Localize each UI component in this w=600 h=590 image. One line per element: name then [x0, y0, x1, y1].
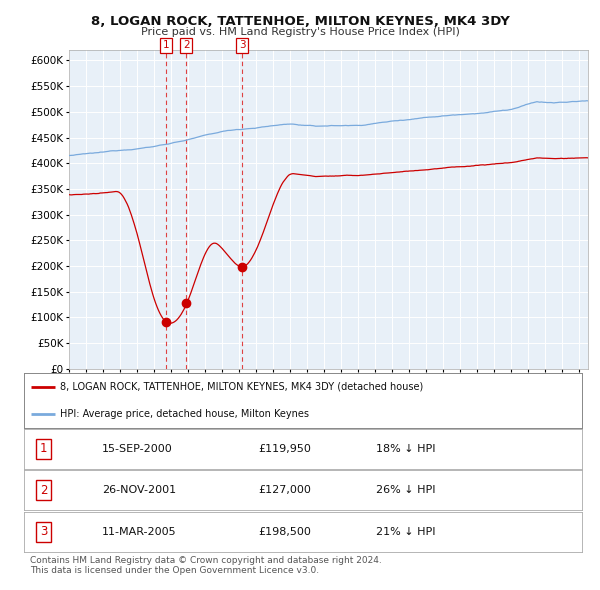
Text: 18% ↓ HPI: 18% ↓ HPI	[376, 444, 435, 454]
Text: 2: 2	[40, 484, 47, 497]
Text: HPI: Average price, detached house, Milton Keynes: HPI: Average price, detached house, Milt…	[60, 409, 309, 419]
Text: 1: 1	[163, 40, 169, 50]
Text: 3: 3	[239, 40, 246, 50]
Text: 8, LOGAN ROCK, TATTENHOE, MILTON KEYNES, MK4 3DY: 8, LOGAN ROCK, TATTENHOE, MILTON KEYNES,…	[91, 15, 509, 28]
Text: £127,000: £127,000	[259, 486, 311, 495]
Text: £198,500: £198,500	[259, 527, 311, 536]
Text: 3: 3	[40, 525, 47, 538]
Text: 26-NOV-2001: 26-NOV-2001	[102, 486, 176, 495]
Text: Contains HM Land Registry data © Crown copyright and database right 2024.
This d: Contains HM Land Registry data © Crown c…	[30, 556, 382, 575]
Text: 8, LOGAN ROCK, TATTENHOE, MILTON KEYNES, MK4 3DY (detached house): 8, LOGAN ROCK, TATTENHOE, MILTON KEYNES,…	[60, 382, 424, 392]
Text: 1: 1	[40, 442, 47, 455]
Text: £119,950: £119,950	[259, 444, 311, 454]
Text: 21% ↓ HPI: 21% ↓ HPI	[376, 527, 435, 536]
Text: Price paid vs. HM Land Registry's House Price Index (HPI): Price paid vs. HM Land Registry's House …	[140, 27, 460, 37]
Text: 2: 2	[183, 40, 190, 50]
Text: 11-MAR-2005: 11-MAR-2005	[102, 527, 177, 536]
Text: 15-SEP-2000: 15-SEP-2000	[102, 444, 173, 454]
Text: 26% ↓ HPI: 26% ↓ HPI	[376, 486, 435, 495]
